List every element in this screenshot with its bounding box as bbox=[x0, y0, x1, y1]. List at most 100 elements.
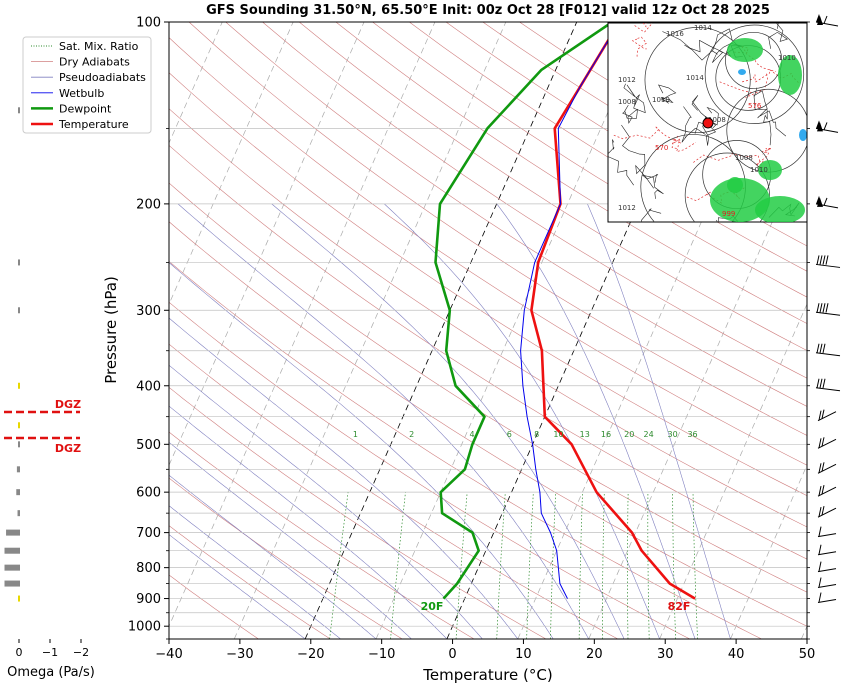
omega-bar bbox=[18, 382, 20, 389]
map-precip-heavy bbox=[799, 129, 807, 141]
dry-adiabat bbox=[225, 22, 807, 407]
dry-adiabat bbox=[169, 574, 259, 639]
y-axis-label: Pressure (hPa) bbox=[102, 276, 120, 384]
dry-adiabat bbox=[262, 22, 807, 379]
pseudoadiabat bbox=[169, 262, 554, 639]
y-tick-label: 900 bbox=[136, 592, 161, 607]
map-isobar bbox=[704, 24, 805, 124]
pseudoadiabat bbox=[169, 441, 412, 639]
omega-bar bbox=[16, 466, 20, 473]
isotherm bbox=[659, 303, 807, 639]
omega-bar bbox=[18, 107, 20, 114]
isobars bbox=[169, 22, 807, 639]
map-precip bbox=[755, 196, 805, 222]
mixing-ratio-label: 10 bbox=[553, 430, 563, 439]
barb-flag bbox=[821, 462, 825, 472]
x-tick-label: 40 bbox=[728, 647, 745, 662]
y-tick-label: 600 bbox=[136, 486, 161, 501]
map-border bbox=[622, 104, 638, 124]
dry-adiabat bbox=[169, 525, 331, 639]
dry-adiabat bbox=[188, 22, 807, 436]
barb-staff bbox=[815, 263, 841, 268]
barb-staff bbox=[817, 599, 837, 604]
dry-adiabat bbox=[169, 72, 807, 497]
map-precip bbox=[727, 38, 763, 62]
dry-adiabat bbox=[372, 22, 807, 298]
map-precip bbox=[727, 177, 743, 193]
omega-bar bbox=[18, 422, 20, 429]
map-thickness bbox=[613, 125, 682, 144]
barb-flag bbox=[823, 122, 828, 131]
wind-barb bbox=[817, 577, 837, 589]
dry-adiabat bbox=[169, 37, 807, 466]
map-thickness bbox=[693, 152, 763, 168]
pseudoadiabat bbox=[177, 203, 589, 639]
wind-barb bbox=[817, 544, 837, 556]
mixing-ratio-line bbox=[390, 492, 406, 639]
mixing-ratio-label: 24 bbox=[643, 430, 653, 439]
dry-adiabat bbox=[169, 343, 619, 639]
y-tick-label: 300 bbox=[136, 304, 161, 319]
mixing-ratio-label: 30 bbox=[668, 430, 678, 439]
barb-staff bbox=[817, 438, 837, 449]
isotherm bbox=[375, 22, 648, 639]
pseudoadiabat bbox=[271, 203, 625, 639]
isotherm bbox=[169, 22, 436, 628]
y-tick-label: 800 bbox=[136, 561, 161, 576]
wind-barb bbox=[815, 343, 841, 357]
map-border bbox=[684, 28, 733, 61]
map-border bbox=[623, 83, 646, 114]
omega-tick-label: −2 bbox=[73, 646, 89, 659]
x-tick-label: 20 bbox=[586, 647, 603, 662]
omega-bar bbox=[18, 595, 20, 602]
wind-barb bbox=[817, 526, 837, 538]
map-label: 576 bbox=[748, 102, 762, 110]
map-label: 1012 bbox=[618, 204, 636, 212]
pseudoadiabat bbox=[169, 405, 448, 639]
dry-adiabat bbox=[409, 22, 807, 272]
barb-flag bbox=[823, 15, 828, 24]
mixing-ratio-line bbox=[647, 492, 650, 639]
map-thickness bbox=[719, 72, 768, 98]
profile-series bbox=[434, 22, 696, 600]
barb-flag bbox=[819, 343, 823, 354]
pseudoadiabat bbox=[587, 203, 731, 639]
map-label: 1008 bbox=[735, 154, 753, 162]
mixing-ratio-line bbox=[496, 492, 506, 639]
legend-label: Pseudoadiabats bbox=[59, 71, 146, 84]
map-border bbox=[608, 139, 634, 186]
isotherm bbox=[0, 22, 10, 639]
legend-label: Dewpoint bbox=[59, 102, 112, 115]
x-tick-label: −40 bbox=[155, 647, 182, 662]
y-tick-label: 500 bbox=[136, 438, 161, 453]
dry-adiabat bbox=[169, 144, 807, 560]
barb-flag bbox=[816, 303, 820, 313]
map-thickness bbox=[755, 147, 772, 166]
barb-flag bbox=[818, 463, 822, 473]
mixing-ratio-labels: 1 2 4 6 8 10 13 16 20 24 30 36 bbox=[353, 430, 698, 439]
wind-barb bbox=[817, 437, 837, 449]
series-wetbulb bbox=[520, 22, 620, 599]
mixing-ratio-line bbox=[578, 492, 583, 639]
omega-bar bbox=[17, 510, 20, 517]
barb-pennant-top bbox=[817, 197, 823, 207]
dry-adiabat bbox=[169, 260, 762, 639]
y-tick-label: 400 bbox=[136, 379, 161, 394]
barb-flag bbox=[819, 378, 823, 389]
location-marker bbox=[702, 117, 714, 129]
map-label: 1014 bbox=[694, 24, 712, 32]
map-label: 1010 bbox=[778, 54, 796, 62]
map-border bbox=[631, 208, 662, 222]
omega-bar bbox=[18, 307, 20, 314]
pseudoadiabat bbox=[384, 203, 660, 639]
omega-bar bbox=[18, 259, 20, 266]
x-tick-label: 10 bbox=[515, 647, 532, 662]
dgz-markers: DGZ DGZ bbox=[4, 398, 81, 455]
wind-barb bbox=[817, 409, 837, 422]
mixing-ratio-label: 8 bbox=[534, 430, 539, 439]
barb-staff bbox=[817, 551, 837, 556]
y-tick-label: 700 bbox=[136, 526, 161, 541]
mixing-ratio-line bbox=[526, 492, 534, 639]
mixing-ratio-label: 13 bbox=[580, 430, 590, 439]
